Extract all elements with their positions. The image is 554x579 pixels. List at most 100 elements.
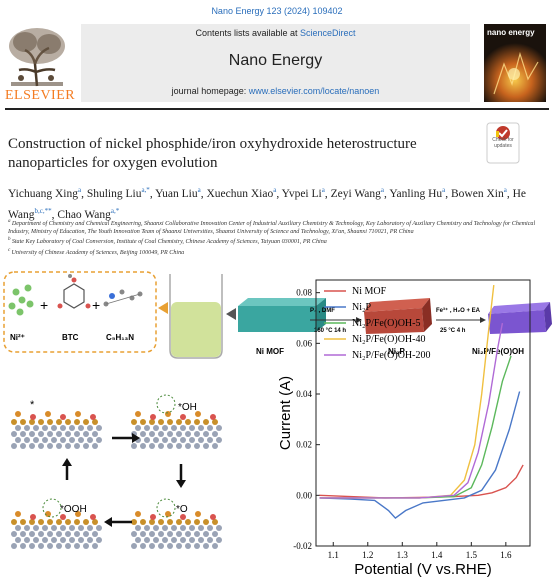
- atom: [96, 537, 102, 543]
- author-name[interactable]: He Wang: [8, 187, 526, 221]
- atom: [11, 543, 17, 549]
- atom: [42, 437, 48, 443]
- surface-atom: [15, 411, 21, 417]
- author-affiliation-marker[interactable]: a,*: [110, 206, 120, 215]
- ni2p-label: Ni₂P: [388, 347, 406, 356]
- atom: [203, 543, 209, 549]
- author-name[interactable]: Zeyi Wang: [330, 187, 381, 200]
- homepage-prefix: journal homepage:: [171, 86, 249, 96]
- atom: [203, 431, 209, 437]
- atom: [135, 537, 141, 543]
- atom: [20, 543, 26, 549]
- atom: [87, 525, 93, 531]
- atom: [92, 531, 98, 537]
- atom: [185, 431, 191, 437]
- step1-arrowhead: [356, 317, 362, 323]
- affiliation-item: c University of Chinese Academy of Scien…: [8, 247, 548, 258]
- author-name[interactable]: Yuan Liu: [155, 187, 198, 200]
- author-name[interactable]: Xuechun Xiao: [206, 187, 274, 200]
- atom: [11, 443, 17, 449]
- author-affiliation-marker[interactable]: a: [442, 186, 446, 194]
- atom: [198, 425, 204, 431]
- series-line: [319, 322, 504, 499]
- atom: [144, 525, 150, 531]
- atom: [51, 525, 57, 531]
- atom: [83, 443, 89, 449]
- atom: [15, 525, 21, 531]
- contents-line: Contents lists available at ScienceDirec…: [81, 28, 470, 38]
- author-affiliation-marker[interactable]: a: [380, 186, 384, 194]
- ooh-highlight-circle: [42, 498, 62, 518]
- atom: [65, 443, 71, 449]
- atom: [216, 425, 222, 431]
- journal-reference[interactable]: Nano Energy 123 (2024) 109402: [211, 6, 343, 16]
- atom: [194, 531, 200, 537]
- atom: [69, 537, 75, 543]
- author-affiliation-marker[interactable]: a: [273, 186, 277, 194]
- surface-atom: [150, 414, 156, 420]
- atom: [24, 425, 30, 431]
- author-affiliation-marker[interactable]: a: [503, 186, 507, 194]
- affiliation-marker: c: [8, 246, 12, 253]
- atom: [69, 525, 75, 531]
- atom: [78, 525, 84, 531]
- atom: [167, 443, 173, 449]
- btc-molecule: [57, 274, 91, 309]
- author-affiliation-marker[interactable]: a,*: [141, 186, 150, 194]
- atom: [42, 525, 48, 531]
- atom: [83, 519, 89, 525]
- atom: [87, 437, 93, 443]
- author-affiliation-marker[interactable]: b,c,**: [34, 206, 52, 215]
- surface-atom: [180, 414, 186, 420]
- atom: [144, 425, 150, 431]
- author-affiliation-marker[interactable]: a: [77, 186, 82, 194]
- author-name[interactable]: Yichuang Xing: [8, 187, 78, 200]
- surface-atom: [60, 414, 66, 420]
- sciencedirect-link[interactable]: ScienceDirect: [300, 28, 356, 38]
- atom: [149, 443, 155, 449]
- amine-molecule: [103, 289, 143, 307]
- atom: [135, 425, 141, 431]
- atom: [60, 525, 66, 531]
- author-affiliation-marker[interactable]: a: [321, 186, 325, 194]
- y-tick-label: 0.06: [296, 338, 312, 348]
- affiliation-item: a Department of Chemistry and Chemical E…: [8, 218, 548, 236]
- atom: [185, 443, 191, 449]
- atom: [189, 437, 195, 443]
- atom: [180, 525, 186, 531]
- atom: [65, 519, 71, 525]
- atom: [87, 425, 93, 431]
- x-tick-label: 1.5: [466, 550, 478, 560]
- atom: [194, 419, 200, 425]
- plot-frame: [315, 279, 531, 547]
- surface-atom: [180, 514, 186, 520]
- author-name[interactable]: Yvpei Li: [281, 187, 322, 200]
- elsevier-tree-logo[interactable]: [5, 24, 69, 104]
- atom: [33, 425, 39, 431]
- atom: [189, 537, 195, 543]
- atom: [60, 537, 66, 543]
- journal-cover-image[interactable]: nano energy: [484, 24, 546, 102]
- atom: [51, 437, 57, 443]
- author-name[interactable]: Yanling Hu: [389, 187, 443, 200]
- atom: [83, 531, 89, 537]
- author-name[interactable]: Shuling Liu: [86, 187, 142, 200]
- atom: [78, 425, 84, 431]
- affiliation-text: Department of Chemistry and Chemical Eng…: [8, 221, 536, 235]
- atom: [176, 519, 182, 525]
- atom: [216, 525, 222, 531]
- atom: [212, 531, 218, 537]
- check-for-updates-icon[interactable]: [486, 122, 520, 164]
- slab-ooh: [11, 511, 102, 549]
- homepage-link[interactable]: www.elsevier.com/locate/nanoen: [248, 86, 380, 96]
- atom: [11, 431, 17, 437]
- atom: [38, 531, 44, 537]
- author-name[interactable]: Bowen Xin: [451, 187, 504, 200]
- arrow-to-mof: [226, 308, 236, 320]
- author-name[interactable]: Chao Wang: [57, 208, 111, 221]
- atom: [216, 537, 222, 543]
- atom: [203, 531, 209, 537]
- atom: [74, 531, 80, 537]
- author-affiliation-marker[interactable]: a: [197, 186, 201, 194]
- atom: [92, 419, 98, 425]
